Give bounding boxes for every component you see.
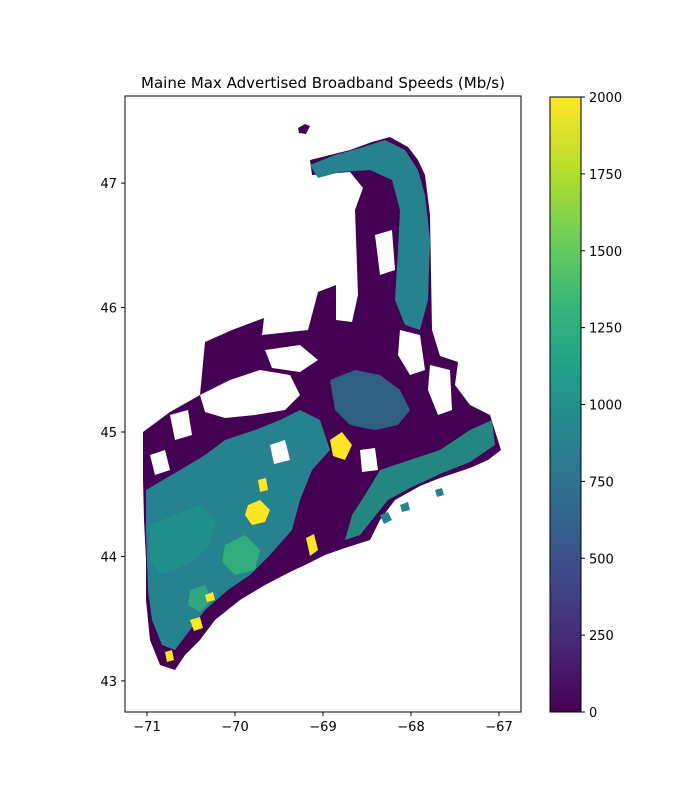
- colorbar-tick-label: 1750: [589, 168, 622, 183]
- high-speed-biddeford: [165, 650, 174, 662]
- y-axis: 43 44 45 46 47: [100, 177, 125, 690]
- y-tick-label: 45: [100, 426, 117, 441]
- map-layer: [143, 124, 501, 670]
- high-speed-waterville: [258, 478, 268, 492]
- colorbar-axis: 0 250 500 750 1000 1250 1500 1750 2000: [581, 91, 622, 721]
- mid-speed-region-east: [345, 420, 495, 540]
- chart-title: Maine Max Advertised Broadband Speeds (M…: [141, 74, 505, 92]
- x-tick-label: −69: [309, 720, 336, 735]
- no-data-gaps: [150, 195, 452, 475]
- high-speed-bangor: [330, 432, 352, 460]
- colorbar-tick-label: 1250: [589, 322, 622, 337]
- high-speed-brunswick: [205, 592, 215, 602]
- colorbar-tick-label: 0: [589, 706, 597, 721]
- isolated-tract: [318, 285, 336, 322]
- x-tick-label: −70: [221, 720, 248, 735]
- y-tick-label: 43: [100, 675, 117, 690]
- y-tick-label: 47: [100, 177, 117, 192]
- colorbar-tick-label: 750: [589, 475, 614, 490]
- colorbar-gradient: [549, 96, 582, 713]
- green-pocket-2: [188, 585, 212, 612]
- y-tick-label: 44: [100, 550, 117, 565]
- northern-parcel: [298, 124, 310, 134]
- high-speed-lewiston: [245, 500, 270, 525]
- x-tick-label: −68: [397, 720, 424, 735]
- mid-speed-region-north: [310, 140, 430, 330]
- colorbar: 0 250 500 750 1000 1250 1500 1750 2000: [549, 91, 622, 721]
- high-speed-portland: [190, 617, 203, 631]
- colorbar-tick-label: 500: [589, 552, 614, 567]
- y-tick-label: 46: [100, 302, 117, 317]
- colorbar-tick-label: 1500: [589, 245, 622, 260]
- colorbar-tick-label: 1000: [589, 399, 622, 414]
- high-speed-rockland: [306, 534, 318, 556]
- mid-speed-region-central: [330, 370, 410, 430]
- x-tick-label: −71: [133, 720, 160, 735]
- green-pocket-1: [222, 535, 260, 575]
- x-axis: −71 −70 −69 −68 −67: [133, 712, 513, 735]
- coastal-islands: [380, 488, 444, 524]
- colorbar-tick-label: 2000: [589, 91, 622, 106]
- colorbar-tick-label: 250: [589, 629, 614, 644]
- mid-speed-region-west: [150, 505, 215, 575]
- x-tick-label: −67: [485, 720, 512, 735]
